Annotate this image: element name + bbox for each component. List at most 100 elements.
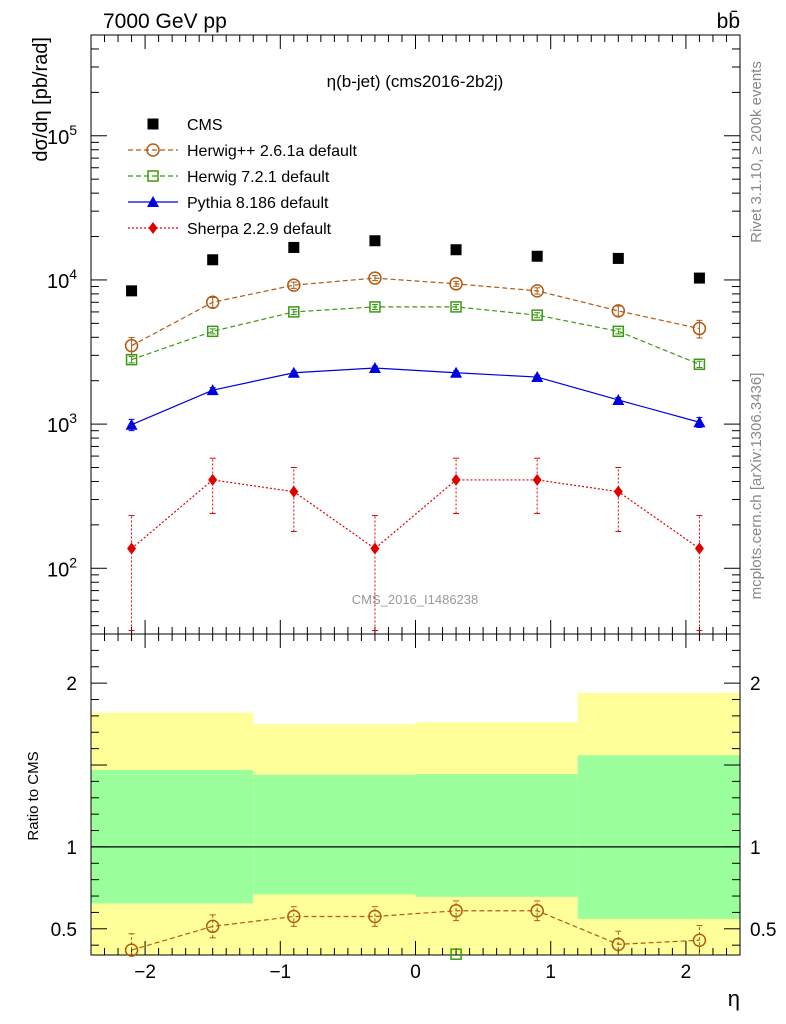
energy-label: 7000 GeV pp [103, 10, 227, 33]
data-point [287, 278, 301, 292]
legend-marker [147, 170, 159, 182]
data-point [126, 285, 138, 297]
data-point [289, 485, 299, 498]
ratio-data-point [205, 919, 220, 934]
legend-label: Herwig 7.2.1 default [187, 169, 330, 186]
series-1 [124, 271, 707, 356]
series-line [131, 367, 700, 426]
data-point [451, 473, 461, 486]
ratio-data-point [124, 943, 139, 957]
uncertainty-band-inner [577, 755, 740, 919]
data-point [124, 338, 139, 353]
ratio-y-tick-label: 2 [66, 674, 77, 695]
data-point [693, 416, 706, 428]
ratio-y-tick-label-right: 0.5 [750, 920, 776, 941]
data-point [449, 277, 463, 291]
data-point [369, 301, 381, 313]
series-line [131, 306, 700, 365]
legend: CMS Herwig++ 2.6.1a default Herwig 7.2.1 d… [128, 117, 357, 238]
legend-entry: Sherpa 2.2.9 default [128, 221, 332, 238]
data-point [125, 418, 138, 430]
data-point [370, 542, 380, 555]
data-point [368, 361, 381, 373]
data-point [531, 309, 543, 321]
ratio-y-tick-label-right: 1 [750, 838, 761, 859]
data-point [693, 358, 706, 371]
legend-label: Herwig++ 2.6.1a default [187, 143, 357, 160]
ratio-series-1 [450, 948, 462, 960]
data-point [612, 252, 624, 264]
data-point [532, 473, 542, 486]
mcplots-label: mcplots.cern.ch [arXiv:1306.3436] [748, 373, 765, 600]
series-4 [127, 457, 704, 632]
data-point [208, 473, 218, 486]
rivet-label: Rivet 3.1.10, ≥ 200k events [748, 61, 765, 243]
ratio-y-tick-label-right: 2 [750, 674, 761, 695]
watermark: CMS_2016_I1486238 [352, 592, 479, 607]
data-point [450, 244, 462, 256]
uncertainty-band-inner [253, 774, 416, 895]
ratio-data-point [450, 948, 462, 960]
ratio-data-point [530, 904, 544, 918]
main-plot: 102 103 104 105 [47, 34, 741, 635]
main-ylabel: dσ/dη [pb/rad] [30, 37, 52, 162]
y-tick-label: 103 [47, 410, 77, 437]
data-point [368, 271, 382, 285]
data-point [612, 325, 625, 338]
ratio-data-point [287, 909, 301, 924]
ratio-y-tick-label: 0.5 [51, 920, 77, 941]
y-tick-label: 104 [47, 266, 77, 293]
data-point [530, 284, 544, 298]
x-tick-label: −2 [134, 962, 156, 983]
legend-marker [147, 118, 159, 130]
data-point [288, 306, 300, 318]
data-point [531, 250, 543, 262]
series-0 [126, 235, 705, 297]
data-point [450, 301, 462, 313]
data-point [611, 304, 626, 318]
ratio-plot: 0.5 0.5 1 1 2 2 −2 −1 0 1 2 [51, 633, 776, 983]
data-point [205, 295, 220, 310]
uncertainty-band-inner [91, 769, 254, 904]
x-tick-label: 0 [410, 962, 421, 983]
ratio-ylabel: Ratio to CMS [25, 751, 42, 840]
ratio-data-point [368, 909, 382, 924]
series-line [131, 277, 700, 347]
series-line [131, 479, 700, 550]
data-point [613, 485, 623, 498]
data-point [693, 272, 705, 284]
legend-entry: Herwig++ 2.6.1a default [128, 143, 357, 160]
data-point [207, 254, 219, 266]
x-tick-label: −1 [269, 962, 291, 983]
data-point [288, 241, 300, 253]
ratio-series-0 [124, 900, 707, 957]
data-point [287, 366, 300, 378]
legend-marker [148, 222, 158, 234]
ratio-data-point [692, 933, 707, 948]
x-tick-label: 1 [545, 962, 556, 983]
data-point [612, 393, 625, 405]
series-2 [125, 301, 706, 371]
data-point [206, 384, 219, 396]
ratio-series-line [131, 910, 700, 951]
legend-entry: Herwig 7.2.1 default [128, 169, 330, 186]
data-point [531, 371, 544, 383]
data-point [692, 321, 707, 336]
ratio-y-tick-label: 1 [66, 838, 77, 859]
legend-label: Sherpa 2.2.9 default [187, 221, 332, 238]
ratio-xlabel: η [728, 986, 740, 1011]
series-3 [125, 361, 706, 432]
data-point [125, 353, 138, 366]
y-tick-label: 105 [47, 122, 77, 149]
data-point [206, 325, 219, 338]
ratio-data-point [449, 904, 463, 918]
legend-marker [146, 143, 160, 157]
uncertainty-band-inner [415, 774, 578, 897]
y-tick-label: 102 [47, 554, 77, 581]
legend-entry: Pythia 8.186 default [128, 195, 329, 212]
legend-marker [147, 196, 159, 207]
ratio-data-point [611, 937, 626, 952]
data-point [369, 235, 381, 247]
legend-label: CMS [187, 117, 223, 134]
